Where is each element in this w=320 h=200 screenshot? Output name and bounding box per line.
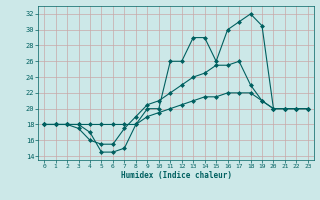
X-axis label: Humidex (Indice chaleur): Humidex (Indice chaleur) (121, 171, 231, 180)
